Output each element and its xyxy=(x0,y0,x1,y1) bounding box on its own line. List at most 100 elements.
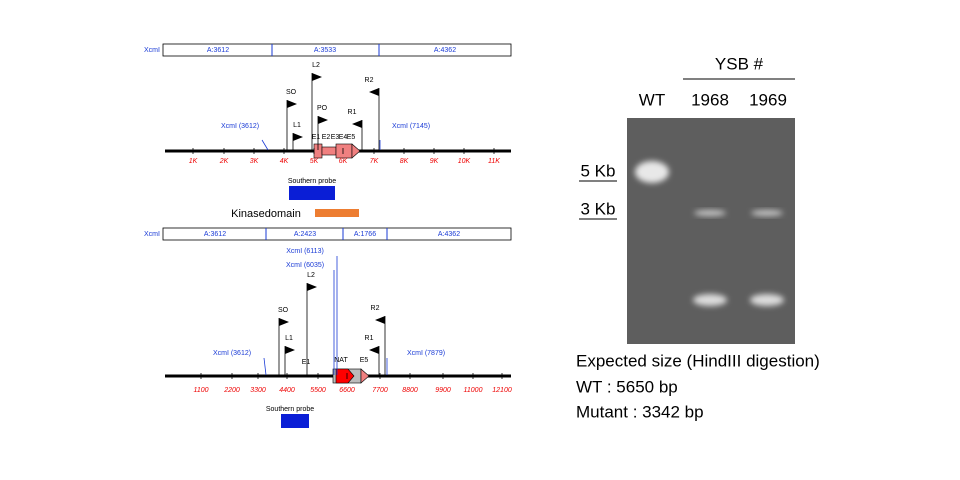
lane-label: WT xyxy=(639,90,665,109)
connector xyxy=(263,357,267,376)
exon-label: E5 xyxy=(347,134,356,141)
exon-arrow xyxy=(351,143,361,159)
tick-label: 12100 xyxy=(492,387,512,394)
primer-flag xyxy=(318,116,328,124)
band xyxy=(751,210,783,216)
primer-label: R1 xyxy=(365,335,374,342)
exon-label: E2 xyxy=(322,134,331,141)
size-marker: 5 Kb xyxy=(581,161,616,180)
fragment-label: A:3612 xyxy=(204,231,226,238)
primer-flag xyxy=(307,283,317,291)
probe-label: Southern probe xyxy=(288,178,336,185)
tick-label: 3K xyxy=(250,158,259,165)
primer-flag xyxy=(279,318,289,326)
tick-label: 9900 xyxy=(435,387,451,394)
site-label: XcmI (6113) xyxy=(286,248,324,255)
primer-flag xyxy=(352,120,362,128)
band xyxy=(694,210,726,216)
primer-label: L2 xyxy=(312,62,320,69)
tick-label: 8K xyxy=(400,158,409,165)
primer-flag xyxy=(312,73,322,81)
exon xyxy=(335,143,353,159)
size-marker: 3 Kb xyxy=(581,199,616,218)
lane-label: 1968 xyxy=(691,90,729,109)
tick-label: 1K xyxy=(189,158,198,165)
probe-label: Southern probe xyxy=(266,406,314,413)
site-label: XcmI (3612) xyxy=(221,123,259,130)
tick-label: 4400 xyxy=(279,387,295,394)
lane-label: 1969 xyxy=(749,90,787,109)
exon xyxy=(321,146,337,156)
site-label: XcmI (7145) xyxy=(392,123,430,130)
tick-label: 7K xyxy=(370,158,379,165)
primer-label: R2 xyxy=(365,77,374,84)
primer-label: L1 xyxy=(285,335,293,342)
fragment-label: A:2423 xyxy=(294,231,316,238)
primer-label: L1 xyxy=(293,122,301,129)
tick-label: 11000 xyxy=(464,387,483,394)
caption-line: Expected size (HindIII digestion) xyxy=(576,351,820,370)
band xyxy=(635,161,669,183)
site-label: XcmI (3612) xyxy=(213,350,251,357)
primer-label: R2 xyxy=(371,305,380,312)
fragment-label: A:3612 xyxy=(207,47,229,54)
feature-label: NAT xyxy=(334,357,348,364)
fragment-label: A:4362 xyxy=(434,47,456,54)
tick-label: 2200 xyxy=(223,387,240,394)
tick-label: 6K xyxy=(339,158,348,165)
primer-label: PO xyxy=(317,105,328,112)
nat-marker xyxy=(335,368,355,384)
primer-flag xyxy=(287,100,297,108)
tick-label: 5500 xyxy=(310,387,326,394)
top-map xyxy=(162,43,512,217)
caption-line: Mutant : 3342 bp xyxy=(576,402,704,421)
feature-label: E5 xyxy=(360,357,369,364)
enzyme-label: XcmI xyxy=(144,47,160,54)
exon-label: E1 xyxy=(312,134,321,141)
tick-label: 8800 xyxy=(402,387,418,394)
connector xyxy=(261,139,269,151)
tick-label: 3300 xyxy=(250,387,266,394)
primer-label: L2 xyxy=(307,272,315,279)
tick-label: 5K xyxy=(310,158,319,165)
gel xyxy=(579,78,795,344)
exon-arrow xyxy=(360,368,370,384)
caption-line: WT : 5650 bp xyxy=(576,377,678,396)
tick-label: 1100 xyxy=(193,387,208,394)
probe xyxy=(289,186,335,200)
site-label: XcmI (6035) xyxy=(286,262,324,269)
tick-label: 2K xyxy=(219,158,229,165)
site-label: XcmI (7879) xyxy=(407,350,445,357)
fragment-label: A:3533 xyxy=(314,47,336,54)
tick-label: 7700 xyxy=(372,387,388,394)
primer-label: R1 xyxy=(348,109,357,116)
primer-flag xyxy=(293,133,303,141)
tick-label: 10K xyxy=(458,158,471,165)
tick-label: 6600 xyxy=(339,387,355,394)
primer-label: SO xyxy=(278,307,289,314)
band xyxy=(750,294,784,306)
tick-label: 4K xyxy=(280,158,289,165)
tick-label: 11K xyxy=(488,158,500,165)
primer-flag xyxy=(285,346,295,354)
probe xyxy=(281,414,309,428)
fragment-label: A:4362 xyxy=(438,231,460,238)
fragment-label: A:1766 xyxy=(354,231,376,238)
enzyme-label: XcmI xyxy=(144,231,160,238)
band xyxy=(693,294,727,306)
group-label: YSB # xyxy=(715,54,764,73)
primer-flag xyxy=(375,316,385,324)
primer-flag xyxy=(369,88,379,96)
bottom-map xyxy=(162,227,512,428)
primer-flag xyxy=(369,346,379,354)
gel-image xyxy=(627,118,795,344)
exon-label: E3 xyxy=(331,134,340,141)
exon-label: E4 xyxy=(339,134,348,141)
primer-label: SO xyxy=(286,89,297,96)
domain-label: Kinasedomain xyxy=(231,208,301,220)
fragment-bar xyxy=(162,43,512,57)
feature-label: E1 xyxy=(302,359,311,366)
tick-label: 9K xyxy=(430,158,439,165)
kinase-domain xyxy=(315,209,359,217)
